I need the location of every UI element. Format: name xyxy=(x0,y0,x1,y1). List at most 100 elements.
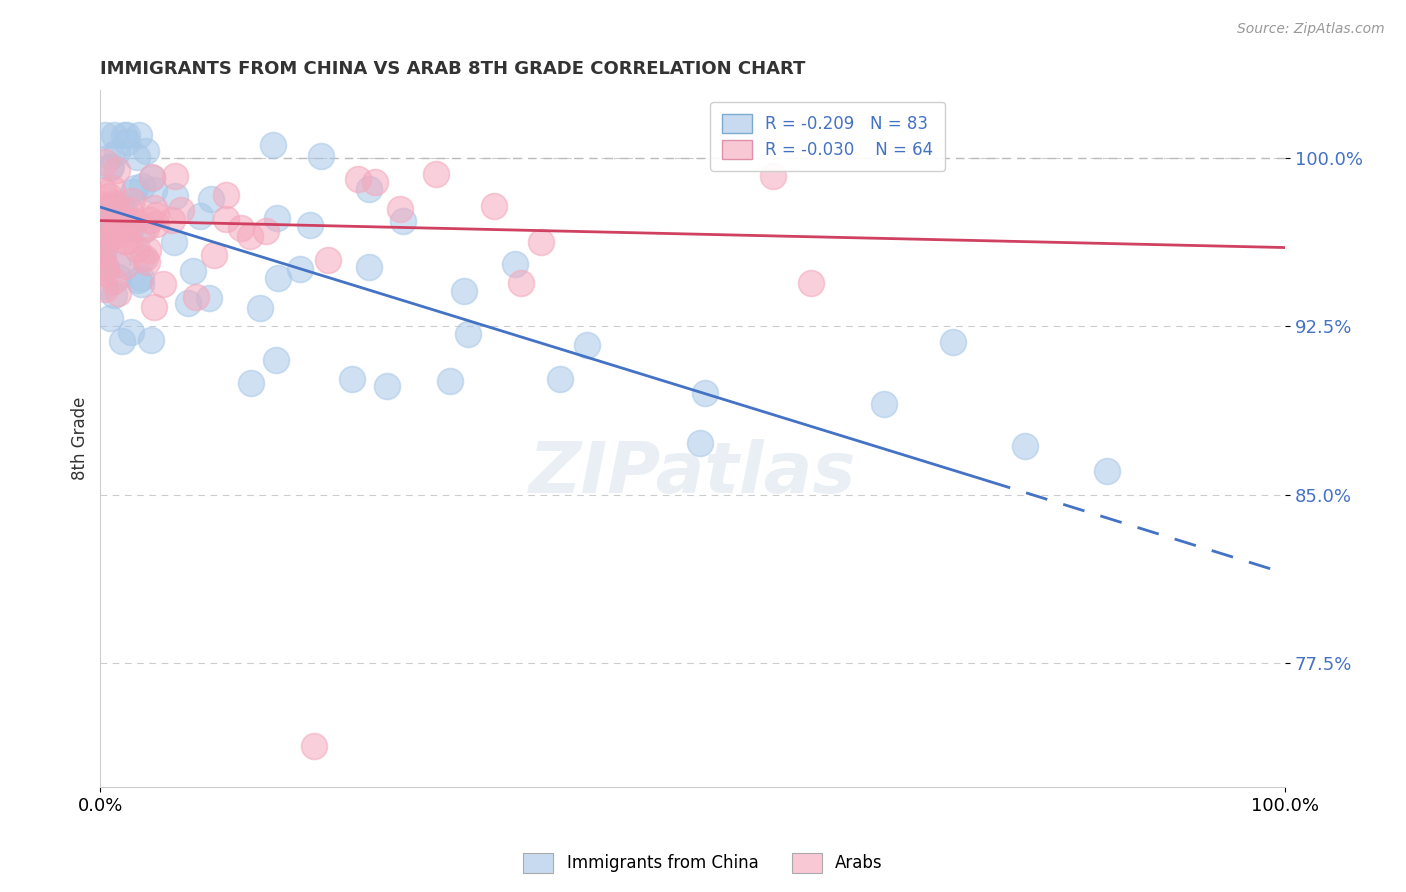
Point xyxy=(200,192,222,206)
Point xyxy=(107,270,129,285)
Point xyxy=(184,290,207,304)
Point xyxy=(576,337,599,351)
Point xyxy=(104,204,127,219)
Point xyxy=(453,284,475,298)
Point xyxy=(163,235,186,249)
Text: IMMIGRANTS FROM CHINA VS ARAB 8TH GRADE CORRELATION CHART: IMMIGRANTS FROM CHINA VS ARAB 8TH GRADE … xyxy=(100,60,806,78)
Point xyxy=(114,234,136,248)
Point xyxy=(112,219,135,233)
Point xyxy=(90,254,112,268)
Point xyxy=(357,260,380,274)
Point xyxy=(91,220,114,235)
Point xyxy=(302,739,325,754)
Point xyxy=(165,169,187,183)
Point xyxy=(135,144,157,158)
Point xyxy=(104,220,127,235)
Point xyxy=(105,196,128,211)
Point xyxy=(181,264,204,278)
Point xyxy=(110,217,132,231)
Point xyxy=(942,335,965,350)
Point xyxy=(357,182,380,196)
Point xyxy=(129,271,152,285)
Point xyxy=(96,260,118,275)
Point xyxy=(129,277,152,291)
Point xyxy=(115,128,138,143)
Point xyxy=(266,211,288,225)
Point xyxy=(125,242,148,256)
Point xyxy=(105,257,128,271)
Point xyxy=(388,202,411,216)
Point xyxy=(141,171,163,186)
Point xyxy=(127,273,149,287)
Point xyxy=(509,277,531,291)
Point xyxy=(104,228,127,243)
Point xyxy=(162,213,184,227)
Point xyxy=(503,256,526,270)
Point xyxy=(375,379,398,393)
Point xyxy=(120,203,142,218)
Point xyxy=(111,334,134,349)
Point xyxy=(98,189,121,203)
Point xyxy=(120,221,142,235)
Y-axis label: 8th Grade: 8th Grade xyxy=(72,397,89,480)
Point xyxy=(141,170,163,185)
Point xyxy=(100,149,122,163)
Point xyxy=(873,397,896,411)
Point xyxy=(107,225,129,239)
Point xyxy=(98,200,121,214)
Text: Source: ZipAtlas.com: Source: ZipAtlas.com xyxy=(1237,22,1385,37)
Point xyxy=(91,245,114,260)
Point xyxy=(118,233,141,247)
Point xyxy=(439,374,461,388)
Point xyxy=(90,212,112,227)
Point xyxy=(94,282,117,296)
Point xyxy=(198,291,221,305)
Point xyxy=(131,178,153,193)
Point xyxy=(91,229,114,244)
Point xyxy=(240,376,263,390)
Point xyxy=(762,169,785,183)
Legend: Immigrants from China, Arabs: Immigrants from China, Arabs xyxy=(516,847,890,880)
Point xyxy=(131,224,153,238)
Point xyxy=(134,251,156,265)
Point xyxy=(94,128,117,143)
Point xyxy=(120,325,142,339)
Point xyxy=(550,372,572,386)
Point xyxy=(1097,464,1119,478)
Point xyxy=(347,172,370,186)
Point xyxy=(188,210,211,224)
Point xyxy=(249,301,271,316)
Point xyxy=(163,189,186,203)
Point xyxy=(689,435,711,450)
Point xyxy=(143,300,166,314)
Point xyxy=(97,214,120,228)
Point xyxy=(112,128,135,143)
Point xyxy=(91,247,114,261)
Point xyxy=(105,162,128,177)
Point xyxy=(107,286,129,301)
Point xyxy=(695,386,717,401)
Point xyxy=(94,221,117,235)
Point xyxy=(93,279,115,293)
Point xyxy=(145,217,167,231)
Point xyxy=(110,197,132,211)
Point xyxy=(98,161,121,176)
Point xyxy=(139,333,162,347)
Point xyxy=(103,288,125,302)
Point xyxy=(288,261,311,276)
Point xyxy=(93,154,115,169)
Legend: R = -0.209   N = 83, R = -0.030    N = 64: R = -0.209 N = 83, R = -0.030 N = 64 xyxy=(710,102,945,170)
Point xyxy=(202,248,225,262)
Point xyxy=(136,255,159,269)
Point xyxy=(96,266,118,280)
Point xyxy=(264,352,287,367)
Point xyxy=(103,274,125,288)
Point xyxy=(90,205,112,219)
Point xyxy=(143,202,166,216)
Point xyxy=(254,224,277,238)
Point xyxy=(131,251,153,265)
Point xyxy=(229,221,252,235)
Point xyxy=(128,128,150,143)
Point xyxy=(124,181,146,195)
Point xyxy=(136,243,159,257)
